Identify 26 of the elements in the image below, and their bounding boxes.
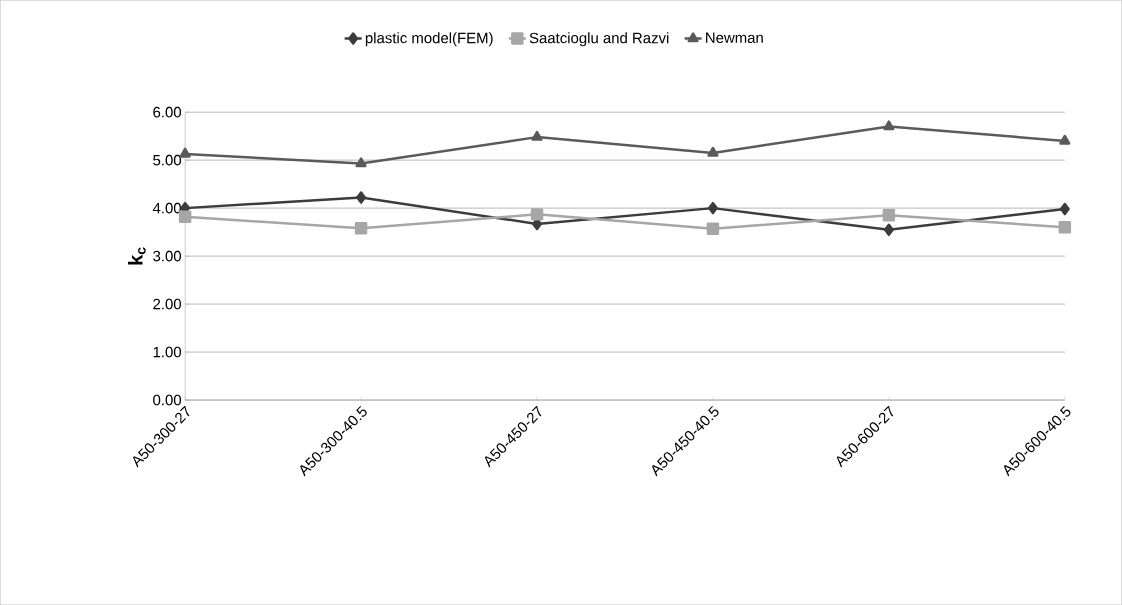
y-tick-label: 6.00	[153, 106, 182, 118]
point	[882, 209, 896, 222]
y-tick-label: 1.00	[153, 346, 182, 358]
y-tick-label: 0.00	[153, 394, 182, 406]
point	[356, 191, 367, 204]
legend-label: Saatcioglu and Razvi	[529, 32, 669, 47]
y-tick-label: 3.00	[153, 250, 182, 262]
y-tick-label: 5.00	[153, 154, 182, 166]
point	[707, 201, 718, 215]
legend-label: plastic model(FEM)	[365, 32, 493, 47]
point	[354, 221, 368, 235]
point	[706, 222, 720, 235]
point	[707, 146, 719, 157]
point	[883, 120, 895, 131]
point	[1059, 134, 1071, 145]
point	[1059, 202, 1070, 216]
y-axis-title: k$_{c}$	[128, 247, 146, 265]
point	[355, 157, 367, 168]
y-tick-label: 2.00	[153, 298, 182, 310]
legend-label: Newman	[706, 32, 763, 43]
y-tick-label: 4.00	[152, 202, 182, 214]
point	[883, 223, 894, 236]
point	[531, 130, 543, 141]
point	[179, 147, 191, 158]
point	[530, 208, 544, 221]
point	[1058, 221, 1072, 234]
